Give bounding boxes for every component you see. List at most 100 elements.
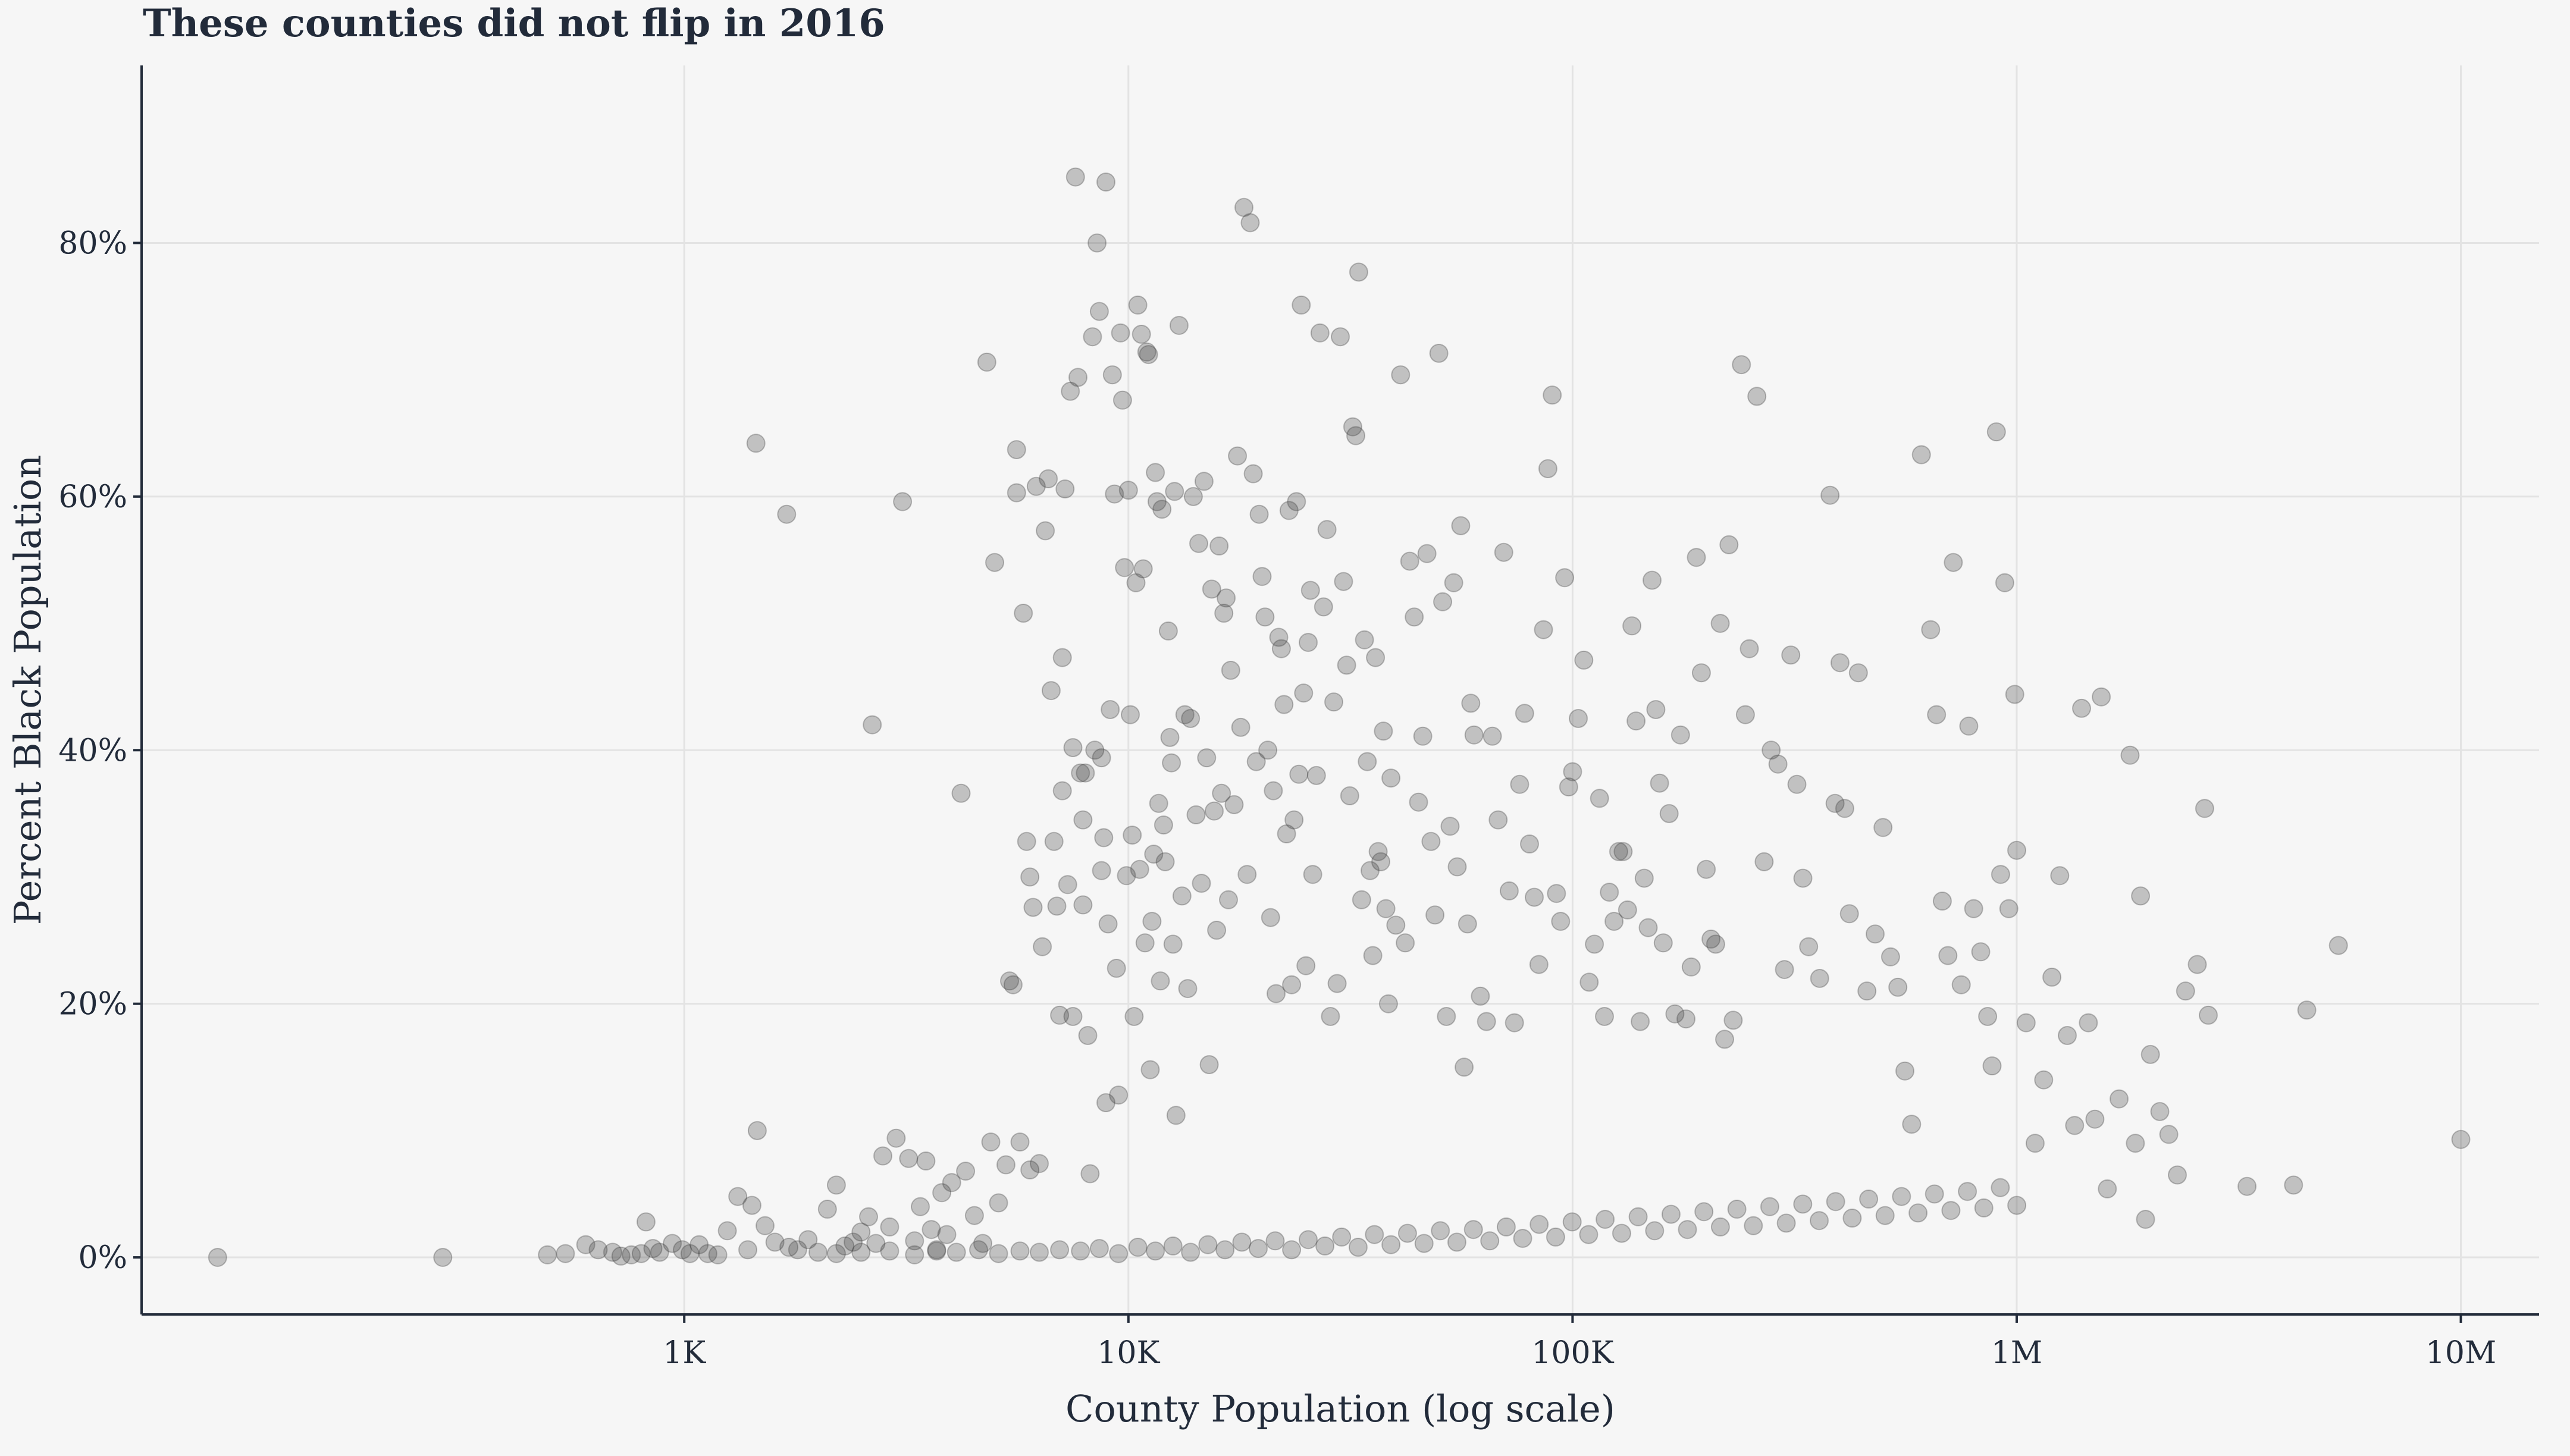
data-point bbox=[1144, 845, 1164, 864]
data-point bbox=[973, 1234, 992, 1253]
data-point bbox=[1477, 1012, 1496, 1031]
data-point bbox=[1267, 984, 1286, 1003]
data-point bbox=[698, 1244, 717, 1263]
data-point bbox=[1681, 957, 1701, 977]
data-point bbox=[1020, 867, 1040, 887]
data-point bbox=[1513, 1229, 1532, 1248]
data-point bbox=[1978, 1007, 1998, 1026]
data-point bbox=[2007, 840, 2026, 860]
data-point bbox=[1292, 295, 1311, 315]
data-point bbox=[1089, 1239, 1109, 1259]
data-point bbox=[1991, 865, 2010, 884]
data-point bbox=[2065, 1116, 2085, 1135]
data-point bbox=[1505, 1013, 1524, 1033]
data-point bbox=[977, 352, 996, 372]
data-point bbox=[1172, 886, 1192, 906]
data-point bbox=[689, 1235, 709, 1254]
data-point bbox=[2195, 799, 2214, 818]
data-point bbox=[1409, 792, 1428, 812]
data-point bbox=[2284, 1175, 2303, 1195]
data-point bbox=[1294, 683, 1314, 703]
data-point bbox=[1825, 793, 1845, 813]
data-point bbox=[2016, 1013, 2036, 1033]
data-point bbox=[956, 1162, 976, 1181]
data-point bbox=[2042, 967, 2062, 987]
data-point bbox=[2058, 1026, 2077, 1045]
data-point bbox=[1848, 663, 1868, 683]
data-point bbox=[538, 1245, 557, 1264]
data-point bbox=[1237, 865, 1257, 884]
x-axis-ticks: 1K 10K 100K 1M 10M bbox=[663, 1314, 2496, 1371]
data-point bbox=[1284, 810, 1304, 830]
data-point bbox=[1221, 661, 1240, 680]
data-point bbox=[964, 1206, 984, 1225]
data-point bbox=[1085, 740, 1105, 760]
data-point bbox=[1306, 765, 1326, 785]
data-point bbox=[1595, 1007, 1614, 1026]
data-point bbox=[1083, 327, 1102, 347]
data-point bbox=[1941, 1201, 1961, 1220]
x-tick-label: 1K bbox=[663, 1335, 706, 1371]
data-point bbox=[1747, 387, 1767, 406]
data-point bbox=[1381, 768, 1401, 788]
data-point bbox=[1555, 568, 1575, 588]
data-point bbox=[905, 1245, 924, 1264]
data-point bbox=[942, 1173, 961, 1193]
data-point bbox=[1405, 607, 1424, 627]
data-point bbox=[1192, 874, 1211, 893]
data-point bbox=[1249, 1239, 1268, 1259]
data-point bbox=[1461, 694, 1481, 713]
data-point bbox=[1455, 1058, 1474, 1077]
data-point bbox=[1123, 826, 1142, 845]
data-point bbox=[1776, 1213, 1796, 1233]
data-point bbox=[1429, 344, 1449, 363]
data-point bbox=[1334, 572, 1353, 591]
data-point bbox=[1494, 542, 1513, 562]
data-point bbox=[880, 1241, 900, 1261]
data-point bbox=[1007, 440, 1026, 459]
data-point bbox=[1258, 740, 1278, 760]
data-point bbox=[1310, 323, 1330, 343]
data-point bbox=[1471, 986, 1490, 1006]
data-point bbox=[1271, 639, 1291, 658]
data-point bbox=[937, 1225, 957, 1244]
data-point bbox=[1109, 1244, 1129, 1263]
data-point bbox=[1951, 975, 1971, 994]
data-point bbox=[779, 1238, 799, 1257]
data-point bbox=[1063, 1007, 1083, 1026]
data-point bbox=[1287, 492, 1306, 512]
data-point bbox=[1574, 650, 1594, 670]
data-point bbox=[1352, 890, 1371, 909]
data-point bbox=[1546, 1227, 1565, 1247]
data-point bbox=[1199, 1055, 1219, 1074]
data-point bbox=[636, 1212, 656, 1232]
data-point bbox=[1694, 1202, 1714, 1222]
data-point bbox=[1361, 861, 1380, 880]
data-point bbox=[866, 1234, 886, 1253]
data-point bbox=[1098, 914, 1118, 934]
data-point bbox=[1650, 773, 1669, 793]
data-point bbox=[650, 1242, 669, 1262]
data-point bbox=[1124, 1007, 1144, 1026]
data-point bbox=[2328, 936, 2348, 955]
data-point bbox=[1071, 763, 1090, 783]
data-point bbox=[1892, 1187, 1911, 1206]
data-point bbox=[1010, 1132, 1030, 1152]
data-point bbox=[946, 1242, 966, 1262]
data-point bbox=[2092, 687, 2111, 707]
data-point bbox=[1030, 1242, 1049, 1262]
data-point bbox=[905, 1231, 924, 1251]
data-point bbox=[1041, 681, 1061, 701]
data-point bbox=[1723, 1011, 1743, 1030]
data-point bbox=[1386, 915, 1406, 935]
data-point bbox=[1414, 1234, 1434, 1253]
data-point bbox=[556, 1244, 575, 1263]
data-point bbox=[1152, 500, 1172, 519]
data-point bbox=[2140, 1044, 2160, 1064]
data-point bbox=[1646, 700, 1666, 719]
data-point bbox=[1249, 504, 1269, 524]
data-point bbox=[859, 1207, 878, 1226]
data-point bbox=[981, 1132, 1001, 1152]
data-point bbox=[1638, 918, 1658, 937]
data-point bbox=[1052, 781, 1072, 801]
